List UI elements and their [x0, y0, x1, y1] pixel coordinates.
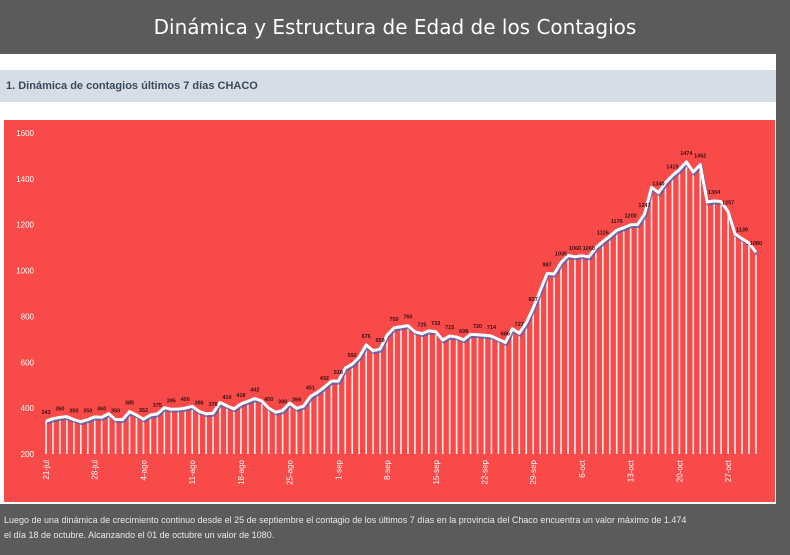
- page-header: Dinámica y Estructura de Edad de los Con…: [0, 0, 790, 54]
- x-tick-label: 20-oct: [675, 459, 684, 482]
- data-label: 492: [320, 376, 329, 382]
- footer-line-1: Luego de una dinámica de crecimiento con…: [4, 515, 687, 525]
- data-label: 400: [181, 397, 190, 403]
- data-label: 451: [306, 385, 315, 391]
- data-label: 360: [97, 406, 106, 412]
- x-tick-label: 28-jul: [91, 460, 100, 480]
- x-tick-label: 22-sep: [480, 459, 489, 484]
- data-label: 750: [389, 317, 398, 323]
- x-tick-label: 25-ago: [286, 459, 295, 484]
- data-label: 676: [362, 334, 371, 340]
- data-label: 385: [125, 401, 134, 407]
- data-label: 686: [501, 332, 510, 338]
- x-tick-label: 21-jul: [42, 460, 51, 480]
- data-label: 1304: [708, 190, 721, 196]
- data-label: 727: [515, 322, 524, 328]
- data-label: 1139: [736, 228, 748, 234]
- y-tick-label: 200: [21, 450, 35, 459]
- x-tick-label: 1-sep: [334, 459, 343, 480]
- data-label: 760: [403, 315, 412, 321]
- x-tick-label: 6-oct: [578, 459, 587, 478]
- data-label: 350: [69, 409, 78, 415]
- chart: 200 400 600 800 1000 1200 1400 1600 21-jul 28-jul…: [4, 120, 775, 502]
- y-tick-label: 1600: [16, 129, 34, 138]
- data-label: 418: [236, 393, 245, 399]
- y-tick-label: 1400: [16, 175, 34, 184]
- data-label: 1060: [583, 246, 595, 252]
- data-label: 987: [543, 263, 552, 269]
- data-label: 410: [222, 395, 231, 401]
- data-label: 592: [348, 353, 357, 359]
- x-tick-label: 15-sep: [432, 459, 441, 484]
- data-label: 733: [431, 321, 440, 327]
- data-label: 1060: [569, 246, 581, 252]
- data-label: 1474: [680, 151, 693, 157]
- section-title: 1. Dinámica de contagios últimos 7 días …: [0, 70, 776, 102]
- y-tick-label: 400: [21, 404, 35, 413]
- x-tick-label: 8-sep: [383, 459, 392, 480]
- data-label: 518: [334, 370, 343, 376]
- data-label: 1340: [652, 182, 664, 188]
- data-label: 725: [417, 323, 426, 329]
- series-line: [45, 160, 758, 424]
- data-label: 1176: [611, 219, 623, 225]
- data-label: 375: [153, 403, 162, 409]
- data-label: 1257: [722, 201, 734, 207]
- data-label: 390: [278, 399, 287, 405]
- data-label: 1200: [625, 214, 637, 220]
- x-tick-label: 27-oct: [724, 459, 733, 482]
- data-label: 395: [167, 398, 176, 404]
- data-label: 658: [375, 338, 384, 344]
- x-tick-label: 29-sep: [529, 459, 538, 484]
- data-label: 714: [487, 325, 497, 331]
- data-label: 715: [445, 325, 454, 331]
- data-label: 1126: [597, 231, 609, 237]
- series-line-shadow: [46, 161, 759, 426]
- page-title: Dinámica y Estructura de Edad de los Con…: [153, 15, 637, 39]
- x-tick-label: 18-ago: [237, 459, 246, 484]
- data-label: 1462: [694, 154, 706, 160]
- data-label: 378: [208, 402, 217, 408]
- y-tick-label: 1200: [16, 221, 34, 230]
- data-label: 343: [41, 410, 50, 416]
- footer-text: Luego de una dinámica de crecimiento con…: [4, 513, 784, 543]
- data-label: 698: [459, 329, 468, 335]
- data-label: 399: [292, 397, 301, 403]
- data-label: 386: [195, 400, 204, 406]
- data-label: 837: [529, 297, 538, 303]
- x-tick-label: 11-ago: [188, 459, 197, 484]
- data-label: 1415: [666, 164, 678, 170]
- footer-line-2: el día 18 de octubre. Alcanzando el 01 d…: [4, 530, 275, 540]
- data-label: 350: [83, 409, 92, 415]
- data-label: 350: [111, 409, 120, 415]
- data-label: 400: [264, 397, 273, 403]
- y-tick-label: 600: [21, 358, 35, 367]
- y-tick-label: 800: [21, 312, 35, 321]
- data-label: 1035: [555, 252, 567, 258]
- chart-svg: 200 400 600 800 1000 1200 1400 1600 21-jul 28-jul…: [16, 129, 762, 485]
- data-label: 1247: [638, 203, 650, 209]
- data-label: 360: [55, 406, 64, 412]
- data-label: 352: [139, 408, 148, 414]
- y-tick-label: 1000: [16, 267, 34, 276]
- x-tick-label: 4-ago: [139, 459, 148, 480]
- data-label: 442: [250, 388, 259, 394]
- x-tick-label: 13-oct: [627, 459, 636, 482]
- data-label: 720: [473, 324, 482, 330]
- data-label: 1080: [750, 241, 762, 247]
